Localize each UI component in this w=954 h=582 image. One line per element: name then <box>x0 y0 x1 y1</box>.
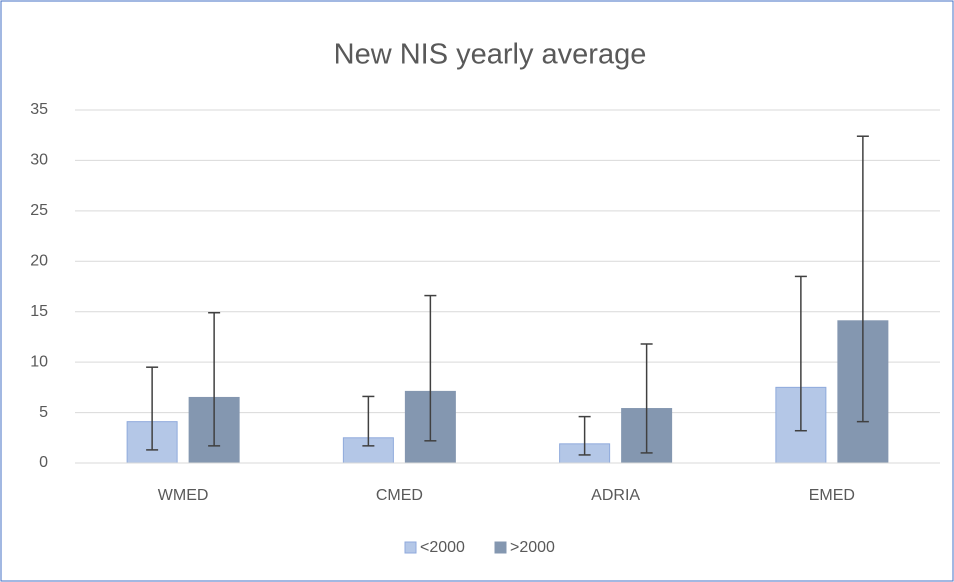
legend-swatch <box>494 541 507 554</box>
x-tick-label: CMED <box>376 487 423 504</box>
chart-title: New NIS yearly average <box>334 39 647 71</box>
legend-swatch <box>404 541 417 554</box>
x-tick-label: WMED <box>158 487 209 504</box>
legend-label: >2000 <box>510 539 555 556</box>
y-tick-label: 15 <box>30 303 48 320</box>
error-bar <box>794 275 807 432</box>
y-tick-label: 30 <box>30 152 48 169</box>
error-bar <box>208 311 221 447</box>
error-bar <box>362 395 375 447</box>
error-bar <box>640 343 653 454</box>
y-tick-label: 0 <box>39 454 48 471</box>
x-tick-label: ADRIA <box>591 487 640 504</box>
y-tick-label: 20 <box>30 253 48 270</box>
x-tick-label: EMED <box>809 487 855 504</box>
y-tick-label: 35 <box>30 101 48 118</box>
y-tick-label: 5 <box>39 404 48 421</box>
error-bar <box>578 415 591 456</box>
legend-label: <2000 <box>420 539 465 556</box>
error-bar <box>146 366 159 451</box>
y-tick-label: 10 <box>30 353 48 370</box>
error-bar <box>424 294 437 442</box>
y-tick-label: 25 <box>30 202 48 219</box>
error-bar <box>856 135 869 423</box>
